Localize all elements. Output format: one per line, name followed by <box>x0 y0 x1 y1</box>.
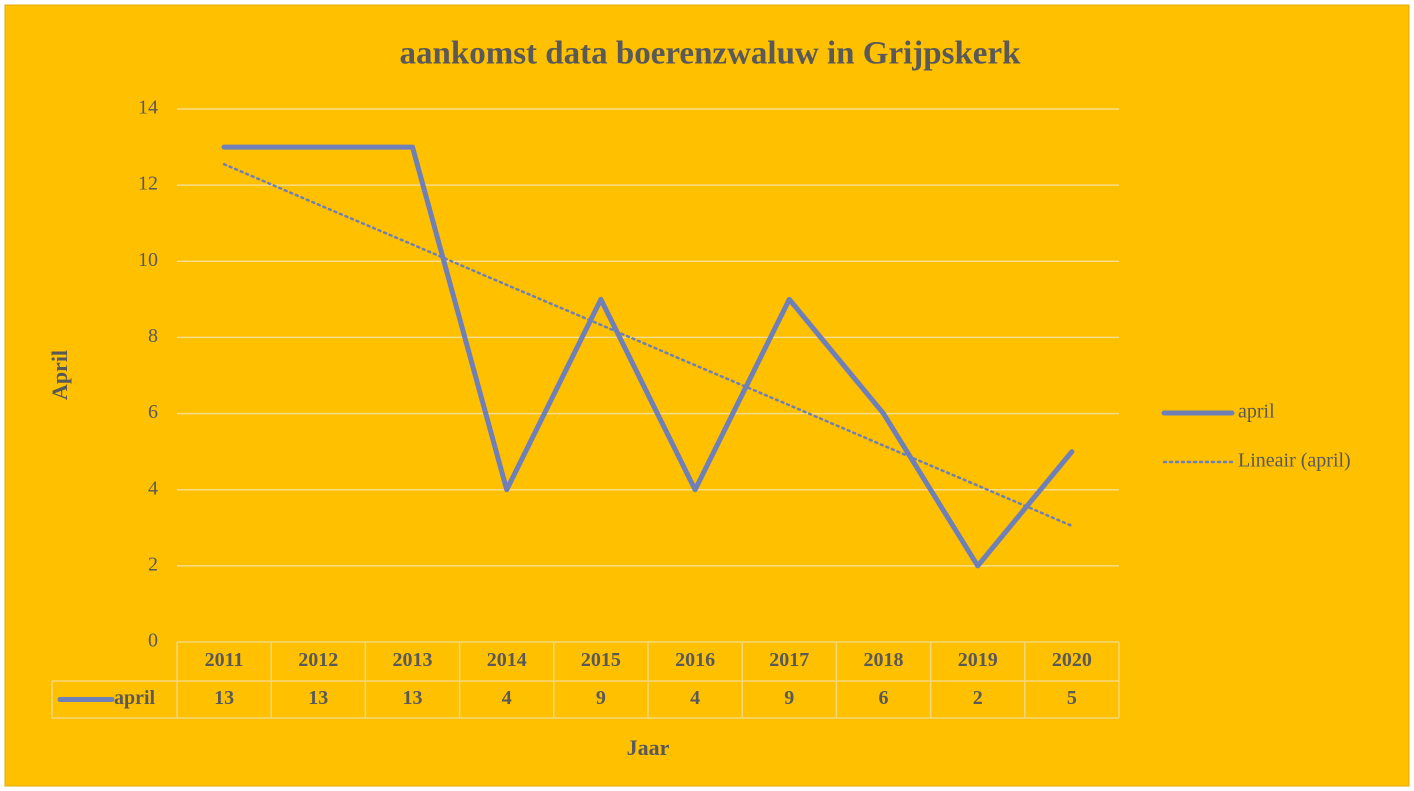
x-tick-label: 2011 <box>205 649 244 671</box>
trendline <box>222 162 1074 528</box>
y-tick-label: 2 <box>148 553 158 575</box>
table-value: 9 <box>784 687 794 709</box>
table-value: 5 <box>1067 687 1077 709</box>
x-tick-label: 2015 <box>581 649 621 671</box>
table-value: 2 <box>973 687 983 709</box>
table-value: 4 <box>690 687 700 709</box>
y-tick-label: 4 <box>148 477 158 499</box>
y-tick-label: 0 <box>148 630 158 652</box>
y-tick-label: 6 <box>148 401 158 423</box>
series-line <box>221 144 1075 569</box>
table-value: 13 <box>308 687 328 709</box>
y-tick-label: 8 <box>148 325 158 347</box>
legend-label: Lineair (april) <box>1238 450 1351 472</box>
x-tick-label: 2019 <box>958 649 998 671</box>
table-value: 9 <box>596 687 606 709</box>
y-axis-title: April <box>47 350 72 400</box>
x-tick-label: 2012 <box>298 649 338 671</box>
table-value: 4 <box>502 687 512 709</box>
x-axis-title: Jaar <box>627 735 670 760</box>
y-tick-label: 14 <box>138 97 158 119</box>
y-tick-label: 10 <box>138 249 158 271</box>
x-tick-label: 2017 <box>769 649 809 671</box>
x-tick-label: 2016 <box>675 649 715 671</box>
table-value: 13 <box>403 687 423 709</box>
legend-label: april <box>1238 401 1275 423</box>
x-tick-label: 2014 <box>487 649 527 671</box>
y-tick-label: 12 <box>138 173 158 195</box>
x-tick-label: 2013 <box>393 649 433 671</box>
x-tick-label: 2018 <box>864 649 904 671</box>
background <box>4 4 1410 787</box>
chart-title: aankomst data boerenzwaluw in Grijpskerk <box>400 36 1022 72</box>
table-legend-label: april <box>114 687 156 709</box>
table-value: 13 <box>214 687 234 709</box>
table-value: 6 <box>879 687 889 709</box>
x-tick-label: 2020 <box>1052 649 1092 671</box>
